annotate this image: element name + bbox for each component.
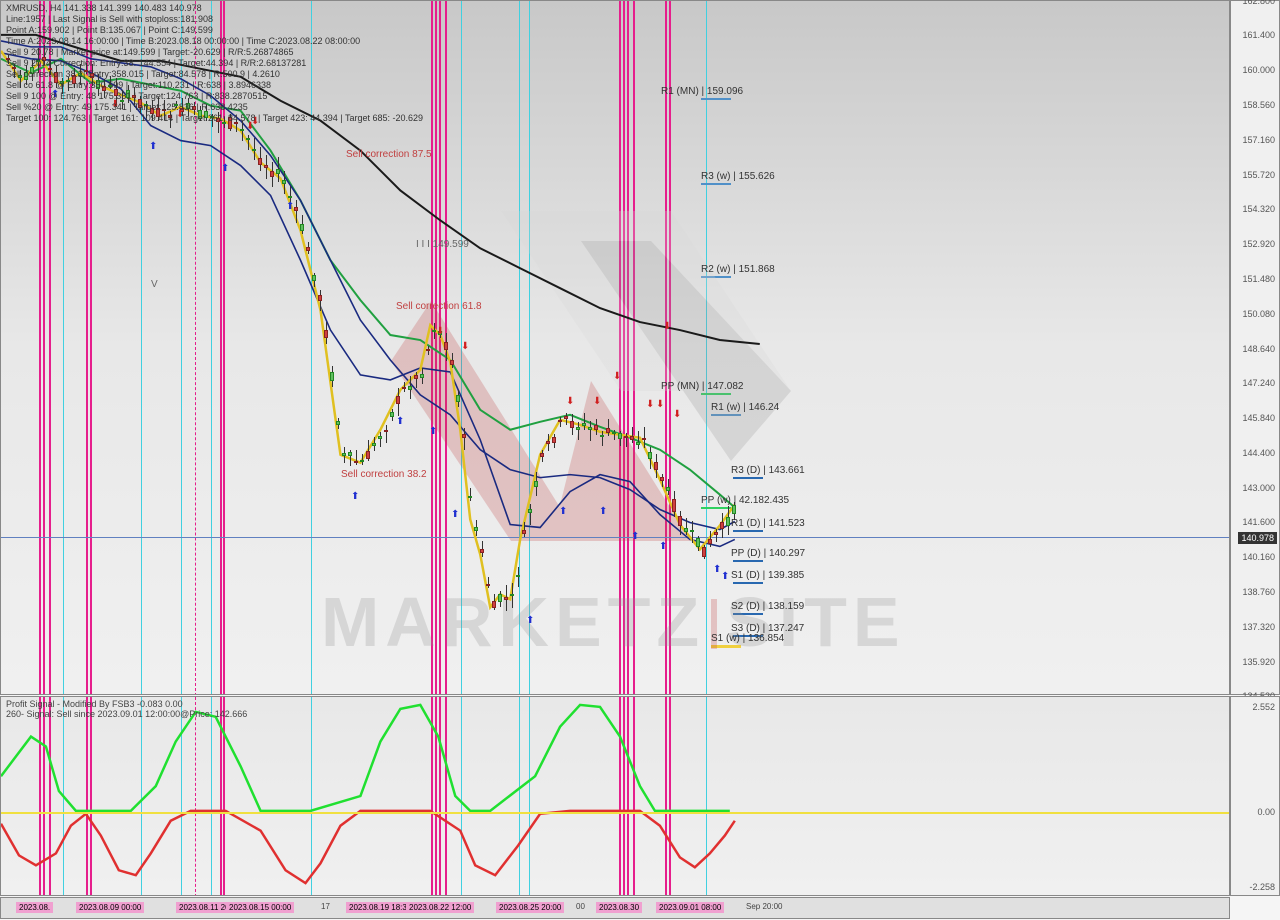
- y-axis-tick: 150.080: [1242, 309, 1275, 319]
- signal-arrow-down: ⬇: [656, 399, 664, 410]
- osc-y-tick: -2.258: [1249, 882, 1275, 892]
- signal-arrow-down: ⬇: [646, 399, 654, 410]
- info-line: Sell 9 100 @ Entry: 48 175.351 | Target:…: [6, 91, 423, 102]
- trading-chart-container: MARKETZ SITE ⬆⬇⬆⬇⬆⬇⬇⬆⬆⬆⬆⬇⬆⬇⬆⬆⬇⬇⬆⬇⬆⬇⬇⬆⬇⬇⬆…: [0, 0, 1280, 920]
- chart-annotation: Sell correction 87.5: [346, 149, 432, 160]
- y-axis-tick: 137.320: [1242, 622, 1275, 632]
- time-axis[interactable]: 2023.08.2023.08.09 00:002023.08.11 20:00…: [0, 897, 1230, 919]
- signal-arrow-down: ⬇: [593, 396, 601, 407]
- signal-arrow-up: ⬆: [149, 141, 157, 152]
- price-y-axis[interactable]: 162.800 161.400 160.000 158.560 157.160 155.7…: [1230, 0, 1280, 695]
- signal-arrow-up: ⬆: [559, 506, 567, 517]
- pivot-label: S2 (D) | 138.159: [731, 601, 804, 612]
- signal-arrow-down: ⬇: [673, 409, 681, 420]
- pivot-label: R1 (MN) | 159.096: [661, 86, 743, 97]
- pivot-label: R3 (D) | 143.661: [731, 465, 805, 476]
- pivot-label: S1 (D) | 139.385: [731, 570, 804, 581]
- y-axis-tick: 154.320: [1242, 204, 1275, 214]
- price-chart-panel[interactable]: MARKETZ SITE ⬆⬇⬆⬇⬆⬇⬇⬆⬆⬆⬆⬇⬆⬇⬆⬆⬇⬇⬆⬇⬆⬇⬇⬆⬇⬇⬆…: [0, 0, 1230, 695]
- oscillator-panel[interactable]: Profit Signal - Modified By FSB3 -0.083 …: [0, 696, 1230, 896]
- chart-info-block: XMRUSD, H4 141.338 141.399 140.483 140.9…: [6, 3, 423, 124]
- y-axis-tick: 135.920: [1242, 657, 1275, 667]
- time-label: 2023.08.15 00:00: [226, 902, 294, 913]
- y-axis-tick: 157.160: [1242, 135, 1275, 145]
- info-line: Sell %20 @ Entry: 49 175.341 | Target:12…: [6, 102, 423, 113]
- time-label: 2023.08.19 18:30: [346, 902, 414, 913]
- oscillator-zero-line: [1, 812, 1229, 814]
- symbol-header: XMRUSD, H4 141.338 141.399 140.483 140.9…: [6, 3, 423, 14]
- pivot-label: PP (MN) | 147.082: [661, 381, 743, 392]
- info-line: Target 100: 124.763 | Target 161: 109.41…: [6, 113, 423, 124]
- signal-arrow-up: ⬆: [351, 491, 359, 502]
- y-axis-tick: 140.160: [1242, 552, 1275, 562]
- signal-arrow-up: ⬆: [451, 509, 459, 520]
- y-axis-tick: 147.240: [1242, 378, 1275, 388]
- chart-annotation: V: [151, 279, 158, 290]
- osc-info-2: 260- Signal: Sell since 2023.09.01 12:00…: [6, 709, 247, 719]
- signal-arrow-up: ⬆: [599, 506, 607, 517]
- y-axis-tick: 152.920: [1242, 239, 1275, 249]
- info-line: Sell 9 2014 Correction: Entry:38: 144.55…: [6, 58, 423, 69]
- info-line: Time A:2023.08.14 16:00:00 | Time B:2023…: [6, 36, 423, 47]
- osc-y-tick: 2.552: [1252, 702, 1275, 712]
- info-line: Sell co 61.8 @ Entry:350.599 | Target:11…: [6, 80, 423, 91]
- signal-arrow-up: ⬆: [659, 541, 667, 552]
- y-axis-tick: 151.480: [1242, 274, 1275, 284]
- current-price-tag: 140.978: [1238, 532, 1277, 544]
- chart-annotation: Sell correction 38.2: [341, 469, 427, 480]
- oscillator-info: Profit Signal - Modified By FSB3 -0.083 …: [6, 699, 247, 719]
- osc-info-1: Profit Signal - Modified By FSB3 -0.083 …: [6, 699, 247, 709]
- info-line: Sell 9 20.78 | Market price at:149.599 |…: [6, 47, 423, 58]
- signal-arrow-up: ⬆: [286, 201, 294, 212]
- oscillator-curves: [1, 697, 1229, 895]
- time-label: 2023.09.01 08:00: [656, 902, 724, 913]
- signal-arrow-up: ⬆: [526, 615, 534, 626]
- chart-annotation: Sell correction 61.8: [396, 301, 482, 312]
- signal-arrow-up: ⬆: [429, 426, 437, 437]
- y-axis-tick: 158.560: [1242, 100, 1275, 110]
- time-label: Sep 20:00: [746, 902, 782, 911]
- time-label: 2023.08.25 20:00: [496, 902, 564, 913]
- info-line: Sell correction 38.2| Entry:358.015 | Ta…: [6, 69, 423, 80]
- y-axis-tick: 145.840: [1242, 413, 1275, 423]
- pivot-label: R1 (w) | 146.24: [711, 402, 779, 413]
- signal-arrow-up: ⬆: [396, 416, 404, 427]
- y-axis-tick: 141.600: [1242, 517, 1275, 527]
- y-axis-tick: 143.000: [1242, 483, 1275, 493]
- info-line: Line:1957 | Last Signal is Sell with sto…: [6, 14, 423, 25]
- chart-annotation: I I I 149.599: [416, 239, 469, 250]
- pivot-label: R2 (w) | 151.868: [701, 264, 775, 275]
- y-axis-tick: 138.760: [1242, 587, 1275, 597]
- signal-arrow-down: ⬇: [663, 321, 671, 332]
- y-axis-tick: 155.720: [1242, 170, 1275, 180]
- y-axis-tick: 160.000: [1242, 65, 1275, 75]
- time-label: 2023.08.09 00:00: [76, 902, 144, 913]
- info-line: Point A:159.902 | Point B:135.067 | Poin…: [6, 25, 423, 36]
- pivot-label: PP (w) | 42.182.435: [701, 495, 789, 506]
- y-axis-tick: 161.400: [1242, 30, 1275, 40]
- osc-y-tick: 0.00: [1257, 807, 1275, 817]
- pivot-label: S1 (w) | 136.854: [711, 633, 784, 644]
- signal-arrow-down: ⬇: [613, 371, 621, 382]
- time-label: 2023.08.: [16, 902, 53, 913]
- signal-arrow-up: ⬆: [221, 163, 229, 174]
- time-label: 17: [321, 902, 330, 911]
- y-axis-tick: 148.640: [1242, 344, 1275, 354]
- y-axis-tick: 162.800: [1242, 0, 1275, 6]
- signal-arrow-up: ⬆: [721, 571, 729, 582]
- signal-arrow-down: ⬇: [461, 341, 469, 352]
- time-label: 2023.08.30: [596, 902, 642, 913]
- pivot-label: R1 (D) | 141.523: [731, 518, 805, 529]
- time-label: 2023.08.22 12:00: [406, 902, 474, 913]
- signal-arrow-down: ⬇: [566, 396, 574, 407]
- signal-arrow-up: ⬆: [631, 531, 639, 542]
- signal-arrow-down: ⬇: [436, 326, 444, 337]
- oscillator-y-axis[interactable]: 2.552 0.00 -2.258: [1230, 696, 1280, 896]
- time-label: 00: [576, 902, 585, 911]
- pivot-label: PP (D) | 140.297: [731, 548, 805, 559]
- y-axis-tick: 144.400: [1242, 448, 1275, 458]
- pivot-label: R3 (w) | 155.626: [701, 171, 775, 182]
